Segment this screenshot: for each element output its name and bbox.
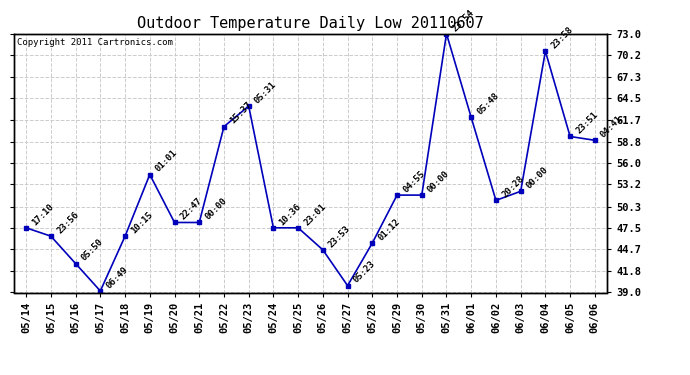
Text: 04:55: 04:55 [401,169,426,194]
Text: 23:56: 23:56 [55,210,81,236]
Text: 01:01: 01:01 [154,148,179,174]
Text: 00:00: 00:00 [525,165,550,190]
Text: 20:28: 20:28 [500,174,526,200]
Title: Outdoor Temperature Daily Low 20110607: Outdoor Temperature Daily Low 20110607 [137,16,484,31]
Text: 00:00: 00:00 [426,169,451,194]
Text: 05:23: 05:23 [352,260,377,285]
Text: Copyright 2011 Cartronics.com: Copyright 2011 Cartronics.com [17,38,172,46]
Text: 10:36: 10:36 [277,202,303,227]
Text: 23:58: 23:58 [549,25,575,51]
Text: 01:12: 01:12 [377,217,402,242]
Text: 06:49: 06:49 [104,265,130,290]
Text: 10:15: 10:15 [129,210,155,236]
Text: 00:00: 00:00 [204,196,229,222]
Text: 05:50: 05:50 [80,237,105,263]
Text: 04:41: 04:41 [599,114,624,140]
Text: 05:48: 05:48 [475,92,501,117]
Text: 23:54: 23:54 [451,8,476,33]
Text: 23:01: 23:01 [302,202,328,227]
Text: 22:47: 22:47 [179,196,204,222]
Text: 17:10: 17:10 [30,202,56,227]
Text: 05:31: 05:31 [253,80,278,105]
Text: 23:53: 23:53 [327,224,353,249]
Text: 15:37: 15:37 [228,100,253,126]
Text: 23:51: 23:51 [574,110,600,136]
